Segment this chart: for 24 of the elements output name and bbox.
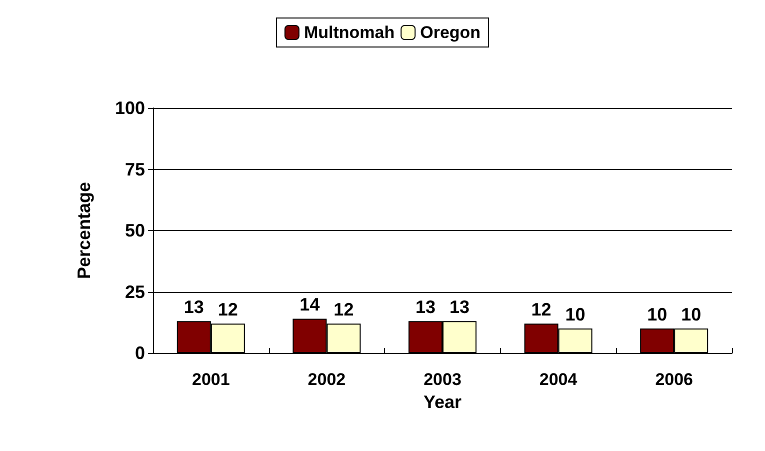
y-tick-label: 100 <box>114 98 145 118</box>
data-label: 12 <box>334 300 354 320</box>
data-label: 12 <box>531 300 552 320</box>
x-tick-label: 2006 <box>655 370 694 389</box>
legend-label: Oregon <box>420 23 481 42</box>
x-tick-label: 2004 <box>539 370 578 389</box>
y-tick-label: 0 <box>134 343 145 363</box>
data-label: 10 <box>647 304 668 324</box>
x-axis-title: Year <box>423 392 462 412</box>
data-label: 13 <box>449 297 470 318</box>
data-label: 14 <box>300 294 320 315</box>
y-tick-label: 75 <box>124 159 145 180</box>
data-label: 10 <box>565 304 586 324</box>
x-tick-label: 2003 <box>424 370 462 389</box>
x-tick-label: 2002 <box>308 370 346 389</box>
y-axis-title: Percentage <box>74 182 94 280</box>
data-label: 10 <box>681 304 702 324</box>
data-label: 13 <box>184 297 204 318</box>
data-label: 12 <box>218 300 238 320</box>
x-tick-label: 2001 <box>192 370 230 389</box>
legend-label: Multnomah <box>304 23 395 42</box>
y-tick-label: 25 <box>124 282 145 302</box>
data-label: 13 <box>415 297 436 318</box>
y-tick-label: 50 <box>124 220 145 240</box>
